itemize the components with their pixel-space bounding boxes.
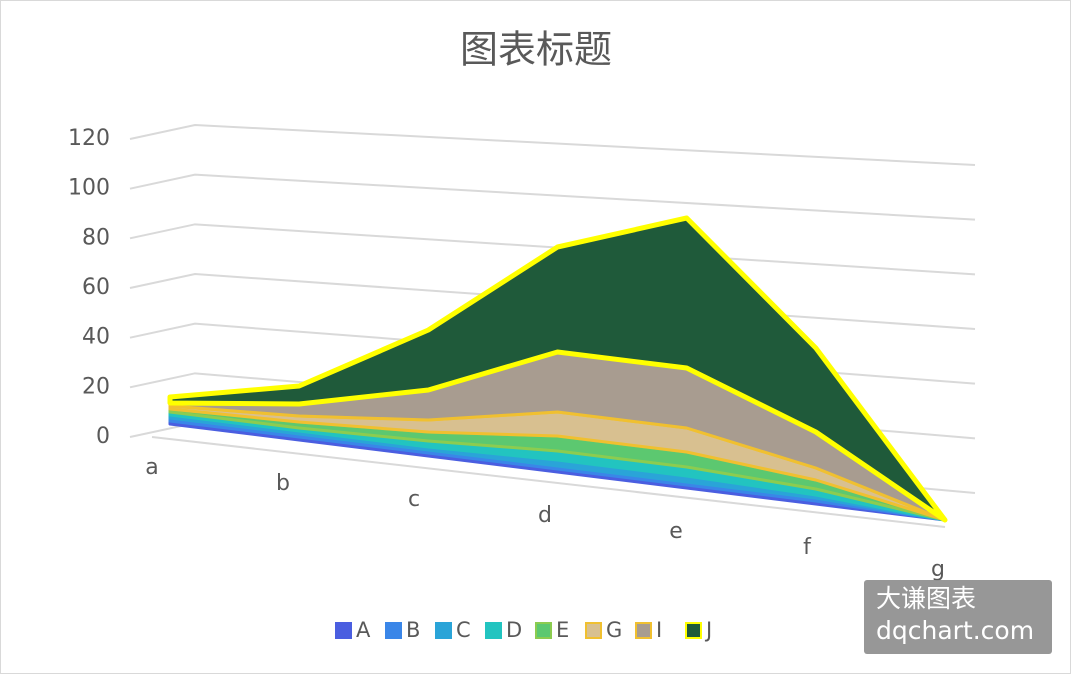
legend-label: J	[704, 618, 712, 642]
legend-swatch	[585, 622, 602, 639]
legend-label: A	[356, 618, 371, 642]
watermark-text: dqchart.com	[876, 616, 1034, 645]
legend-label: C	[456, 618, 471, 642]
chart-title: 图表标题	[460, 28, 612, 72]
grid-line	[129, 173, 976, 221]
y-tick-label: 20	[82, 374, 110, 399]
legend-label: G	[606, 618, 622, 642]
x-tick-label: e	[669, 519, 683, 544]
legend-swatch	[335, 622, 352, 639]
legend-swatch	[685, 622, 702, 639]
grid-line	[129, 123, 976, 166]
x-tick-label: f	[803, 535, 812, 560]
legend-label: D	[506, 618, 522, 642]
legend-label: B	[406, 618, 420, 642]
y-tick-label: 100	[68, 176, 110, 201]
area	[167, 215, 948, 523]
x-tick-label: a	[145, 455, 158, 480]
legend-swatch	[535, 622, 552, 639]
watermark-box	[864, 580, 1052, 654]
y-tick-label: 40	[82, 325, 110, 350]
legend-swatch	[435, 622, 452, 639]
legend-swatch	[485, 622, 502, 639]
x-tick-label: d	[538, 503, 552, 528]
legend-swatch	[385, 622, 402, 639]
x-tick-label: b	[276, 471, 290, 496]
legend-swatch	[635, 622, 652, 639]
watermark-text: 大谦图表	[876, 584, 976, 613]
x-tick-label: g	[931, 557, 945, 582]
x-axis-line	[151, 436, 946, 528]
y-tick-label: 120	[68, 126, 110, 151]
y-tick-label: 0	[96, 424, 110, 449]
legend-label: E	[556, 618, 569, 642]
y-tick-label: 80	[82, 225, 110, 250]
y-tick-label: 60	[82, 275, 110, 300]
legend-label: I	[656, 618, 662, 642]
x-tick-label: c	[408, 487, 420, 512]
